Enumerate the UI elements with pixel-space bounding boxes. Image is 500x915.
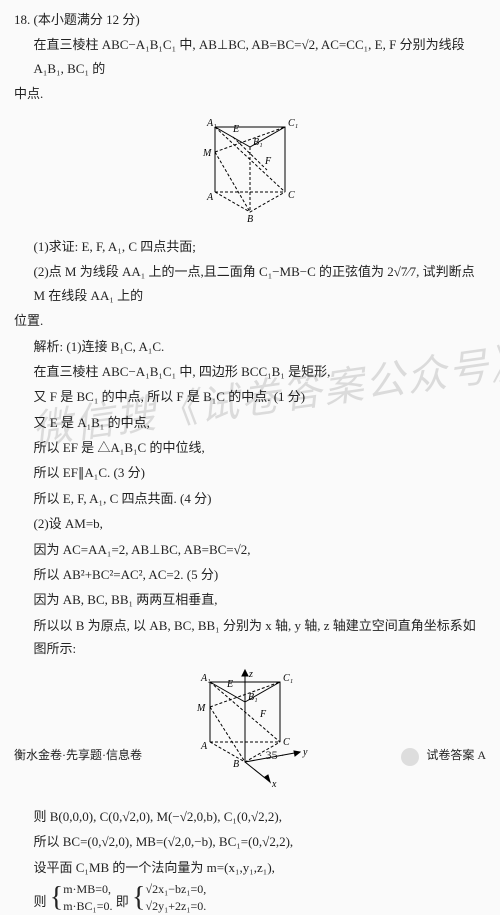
s16-mid: 即 — [116, 894, 129, 909]
label-F: F — [264, 156, 272, 167]
s16-r2a: m·BC₁=0. — [63, 898, 112, 915]
figure-2: A₁ C₁ B₁ E F M A C B x y z — [14, 667, 486, 799]
label2-C1: C₁ — [283, 673, 293, 684]
sol-s16: 则 { m·MB=0, m·BC₁=0. 即 { √2x₁−bz₁=0, √2y… — [14, 881, 486, 915]
axis-x: x — [271, 779, 277, 790]
footer-left: 衡水金卷·先享题·信息卷 — [14, 745, 142, 767]
solution-heading: 解析: (1)连接 B₁C, A₁C. — [14, 335, 486, 358]
question-2a: (2)点 M 为线段 AA₁ 上的一点,且二面角 C₁−MB−C 的正弦值为 2… — [14, 260, 486, 307]
sol-s10: 所以 AB²+BC²=AC², AC=2. (5 分) — [14, 563, 486, 586]
s16-r2b: √2y₁+2z₁=0. — [145, 898, 206, 915]
footer-right: 试卷答案 A — [401, 745, 486, 767]
label-B1: B₁ — [253, 137, 263, 148]
s16-r1a: m·MB=0, — [63, 881, 112, 898]
label-A: A — [206, 192, 214, 203]
wechat-logo-icon — [401, 748, 419, 766]
sol-s7: 所以 E, F, A₁, C 四点共面. (4 分) — [14, 487, 486, 510]
problem-number: 18. — [14, 12, 30, 27]
heading-text: 解析: — [34, 339, 64, 354]
stem-line-1: 在直三棱柱 ABC−A₁B₁C₁ 中, AB⊥BC, AB=BC=√2, AC=… — [14, 33, 486, 80]
sol-s4: 又 E 是 A₁B₁ 的中点, — [14, 411, 486, 434]
label-M: M — [202, 148, 212, 159]
problem-points: (本小题满分 12 分) — [34, 12, 140, 27]
question-2b: 位置. — [14, 309, 486, 332]
page-footer: 衡水金卷·先享题·信息卷 · 35 · 试卷答案 A — [14, 745, 486, 767]
label-C1: C₁ — [288, 118, 298, 129]
sol-s13: 则 B(0,0,0), C(0,√2,0), M(−√2,0,b), C₁(0,… — [14, 805, 486, 828]
sol-s3: 又 F 是 BC₁ 的中点, 所以 F 是 B₁C 的中点. (1 分) — [14, 385, 486, 408]
label-A1: A₁ — [206, 118, 217, 129]
label-E: E — [232, 124, 239, 135]
prism-diagram-1: A₁ C₁ B₁ E F M A C B — [185, 112, 315, 222]
s16-lead: 则 — [34, 894, 47, 909]
footer-right-text: 试卷答案 A — [426, 748, 486, 762]
label2-E: E — [226, 679, 233, 690]
label2-B1: B₁ — [248, 692, 258, 703]
sol-s1: (1)连接 B₁C, A₁C. — [66, 339, 164, 354]
question-1: (1)求证: E, F, A₁, C 四点共面; — [14, 235, 486, 258]
label-C: C — [288, 190, 295, 201]
axis-z: z — [248, 669, 253, 680]
sol-s11: 因为 AB, BC, BB₁ 两两互相垂直, — [14, 588, 486, 611]
label-B: B — [247, 214, 253, 222]
sol-s5: 所以 EF 是 △A₁B₁C 的中位线, — [14, 436, 486, 459]
sol-s6: 所以 EF∥A₁C. (3 分) — [14, 461, 486, 484]
label2-F: F — [259, 709, 267, 720]
label2-M: M — [196, 703, 206, 714]
footer-center: · 35 · — [259, 745, 285, 767]
sol-s2: 在直三棱柱 ABC−A₁B₁C₁ 中, 四边形 BCC₁B₁ 是矩形, — [14, 360, 486, 383]
sol-s8: (2)设 AM=b, — [14, 512, 486, 535]
sol-s15: 设平面 C₁MB 的一个法向量为 m=(x₁,y₁,z₁), — [14, 856, 486, 879]
s16-r1b: √2x₁−bz₁=0, — [145, 881, 206, 898]
sol-s9: 因为 AC=AA₁=2, AB⊥BC, AB=BC=√2, — [14, 538, 486, 561]
brace-group-1: { m·MB=0, m·BC₁=0. — [50, 881, 113, 915]
sol-s14: 所以 BC=(0,√2,0), MB=(√2,0,−b), BC₁=(0,√2,… — [14, 830, 486, 853]
brace-group-2: { √2x₁−bz₁=0, √2y₁+2z₁=0. — [132, 881, 206, 915]
figure-1: A₁ C₁ B₁ E F M A C B — [14, 112, 486, 229]
sol-s12: 所以以 B 为原点, 以 AB, BC, BB₁ 分别为 x 轴, y 轴, z… — [14, 614, 486, 661]
label2-A1: A₁ — [200, 673, 211, 684]
problem-header: 18. (本小题满分 12 分) — [14, 8, 486, 31]
stem-line-2: 中点. — [14, 82, 486, 105]
